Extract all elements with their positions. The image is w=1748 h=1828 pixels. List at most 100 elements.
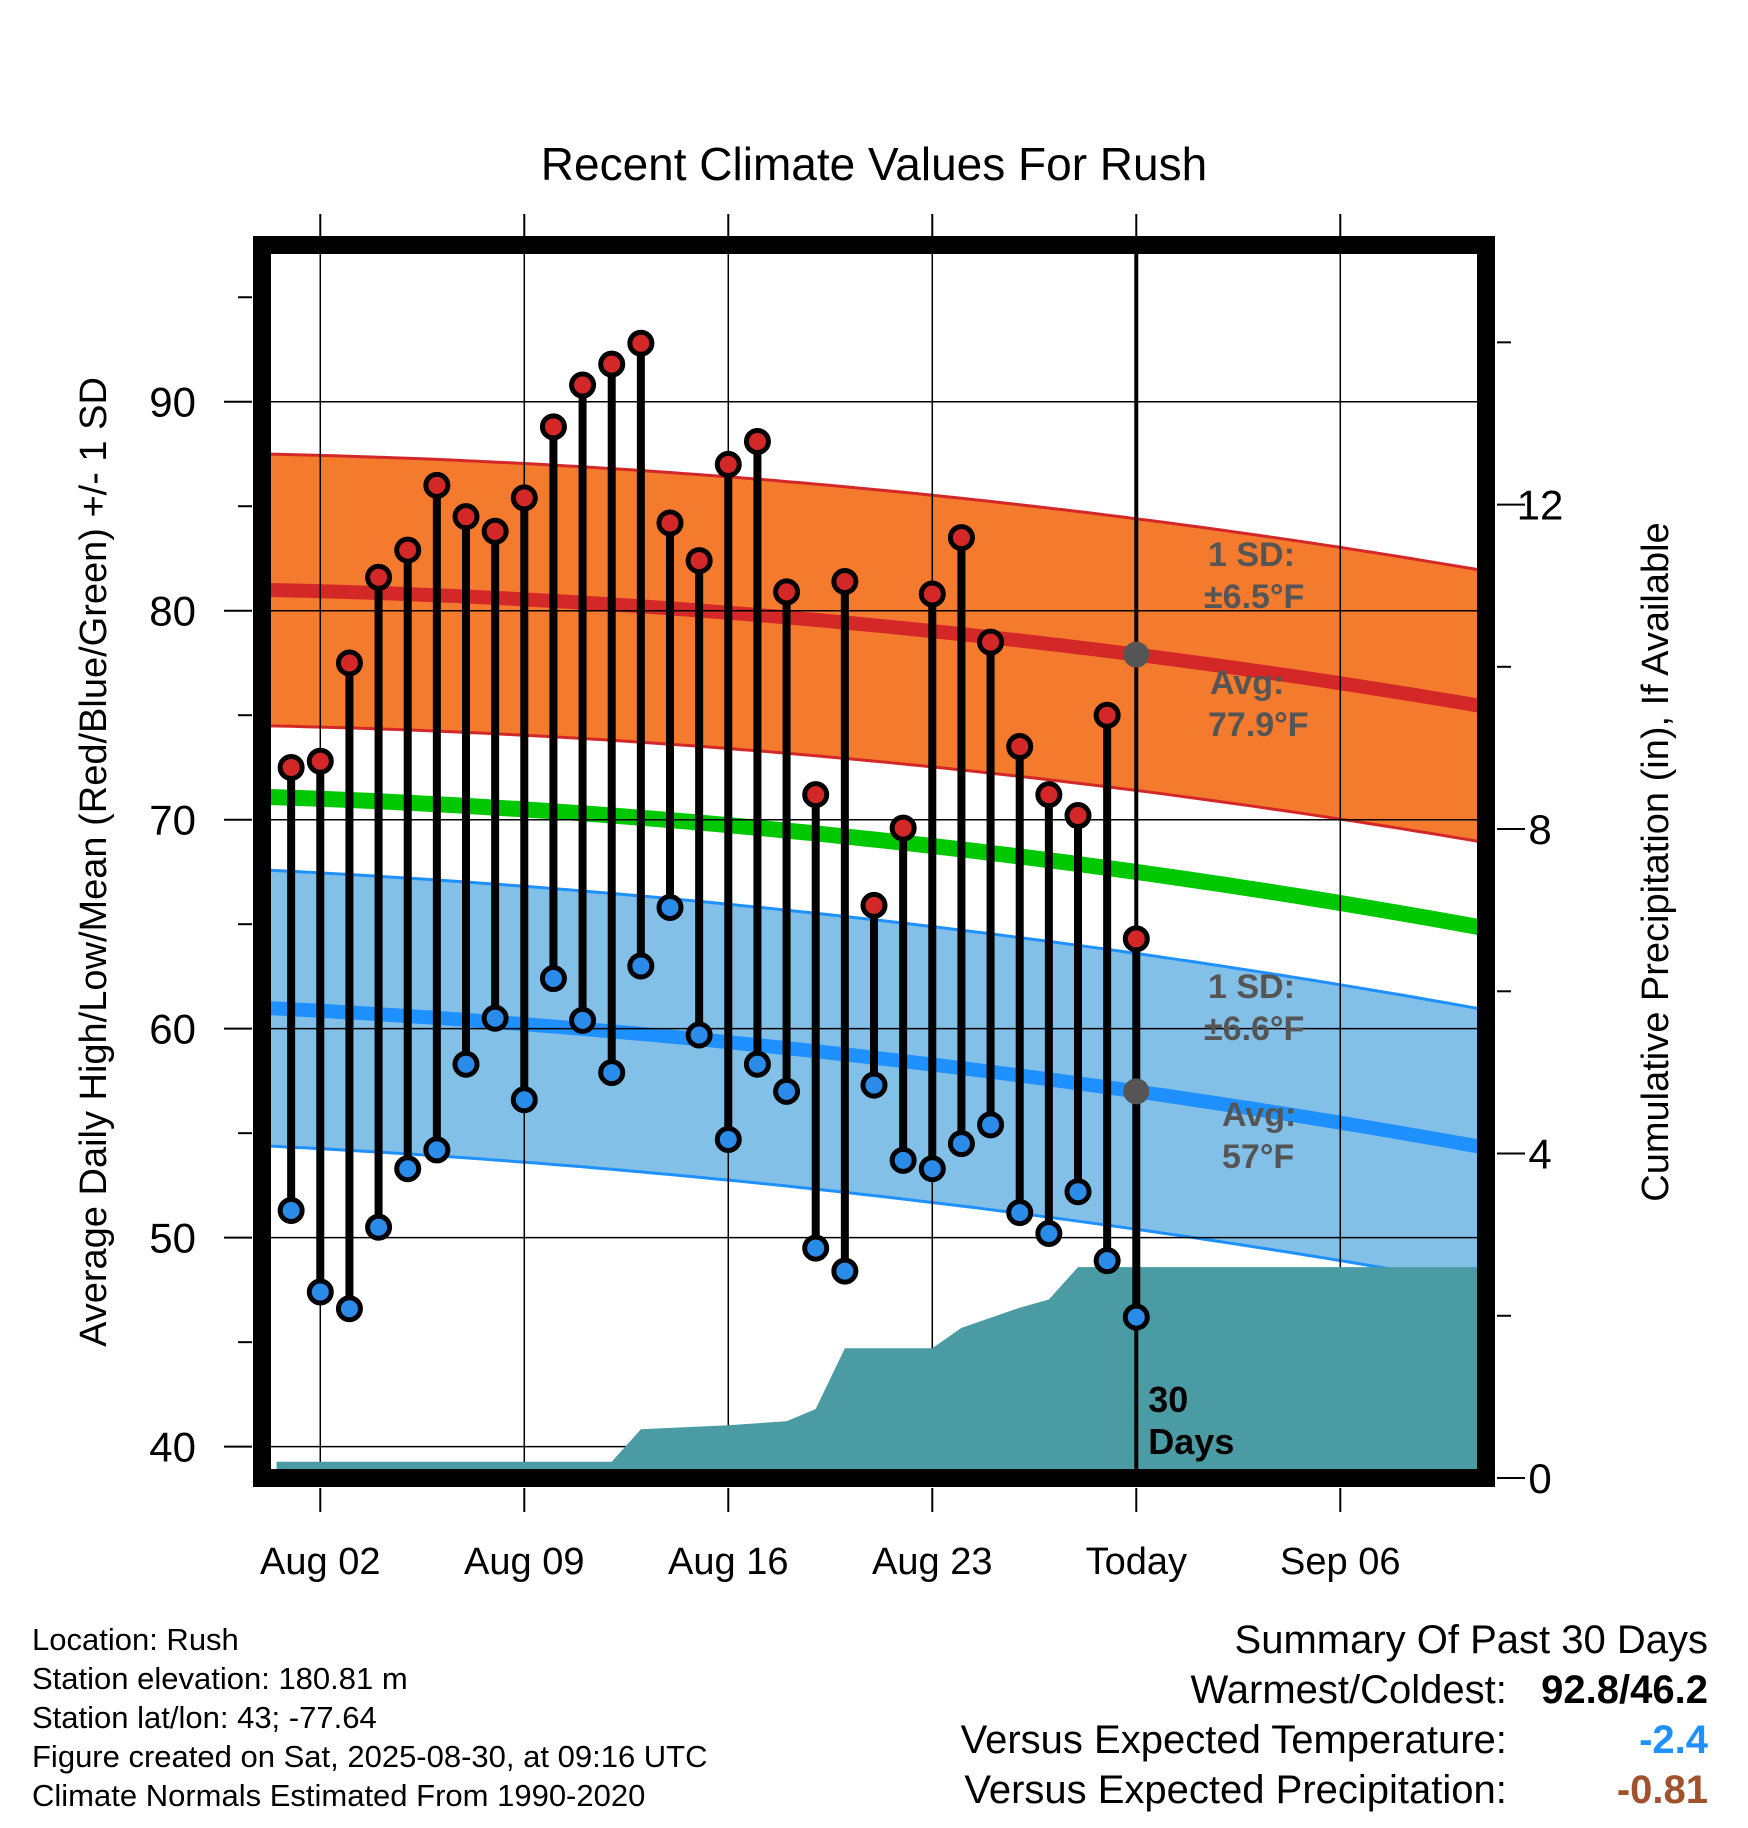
summary-temp-row: Versus Expected Temperature: -2.4 <box>961 1715 1708 1765</box>
low-band-lower-edge <box>261 1144 1487 1288</box>
left-tick-label: 60 <box>149 1006 196 1053</box>
normals-text: Climate Normals Estimated From 1990-2020 <box>32 1778 646 1813</box>
summary-title: Summary Of Past 30 Days <box>1234 1618 1708 1662</box>
band-annotations: 1 SD: ±6.5°F Avg: 77.9°F 1 SD: ±6.6°F Avg: 57°F <box>1123 536 1309 1176</box>
daily-low-point <box>714 1125 742 1153</box>
bottom-tick-label: Aug 16 <box>668 1541 788 1583</box>
daily-low-point <box>656 893 684 921</box>
daily-low-point <box>539 965 567 993</box>
bottom-tick-label: Aug 02 <box>260 1541 380 1583</box>
station-info: Location: Rush Station elevation: 180.81… <box>32 1620 708 1815</box>
right-tick-label: 0 <box>1528 1455 1551 1502</box>
left-tick-label: 70 <box>149 797 196 844</box>
chart-title: Recent Climate Values For Rush <box>541 138 1207 190</box>
daily-high-point <box>831 567 859 595</box>
daily-low-point <box>889 1146 917 1174</box>
elevation-text: Station elevation: 180.81 m <box>32 1661 408 1696</box>
daily-low-point <box>743 1050 771 1078</box>
right-tick-label: 12 <box>1517 482 1564 529</box>
daily-high-point <box>569 371 597 399</box>
daily-low-point <box>918 1155 946 1183</box>
warmest-label: Warmest/Coldest: <box>1190 1668 1507 1712</box>
high-avg-label: Avg: <box>1210 664 1284 702</box>
left-tick-label: 80 <box>149 588 196 635</box>
daily-high-point <box>423 471 451 499</box>
daily-high-point <box>714 450 742 478</box>
daily-high-point <box>510 484 538 512</box>
today-high-normal-marker <box>1123 641 1150 668</box>
bottom-tick-label: Aug 23 <box>872 1541 992 1583</box>
daily-low-point <box>802 1234 830 1262</box>
left-tick-label: 40 <box>149 1424 196 1471</box>
temp-label: Versus Expected Temperature: <box>960 1718 1507 1762</box>
summary-precip-row: Versus Expected Precipitation: -0.81 <box>961 1765 1708 1815</box>
daily-high-point <box>598 350 626 378</box>
precip-area <box>276 1267 1487 1478</box>
daily-high-point <box>539 413 567 441</box>
daily-high-point <box>743 427 771 455</box>
daily-high-point <box>1006 733 1034 761</box>
daily-low-point <box>306 1278 334 1306</box>
axes: 40 50 60 70 80 90 0 4 8 12 Aug 02 Aug 09 Aug 16 Aug 2… <box>73 214 1677 1583</box>
daily-high-point <box>335 649 363 677</box>
daily-high-point <box>802 781 830 809</box>
low-avg-label: Avg: <box>1222 1096 1296 1134</box>
daily-low-point <box>1122 1303 1150 1331</box>
daily-high-point <box>977 628 1005 656</box>
low-sd-value: ±6.6°F <box>1204 1010 1304 1048</box>
daily-high-point <box>685 547 713 575</box>
daily-low-point <box>598 1059 626 1087</box>
daily-stems <box>277 329 1150 1331</box>
daily-low-point <box>1006 1199 1034 1227</box>
daily-low-point <box>977 1111 1005 1139</box>
daily-high-point <box>452 503 480 531</box>
days-word-label: Days <box>1148 1421 1234 1462</box>
daily-low-point <box>1093 1247 1121 1275</box>
left-tick-label: 50 <box>149 1215 196 1262</box>
daily-low-point <box>569 1006 597 1034</box>
right-axis-label: Cumulative Precipitation (in), If Availa… <box>1635 522 1677 1201</box>
right-tick-label: 4 <box>1528 1131 1551 1178</box>
daily-high-point <box>1122 925 1150 953</box>
location-text: Location: Rush <box>32 1622 239 1657</box>
today-low-normal-marker <box>1123 1078 1150 1105</box>
daily-low-point <box>277 1197 305 1225</box>
daily-high-point <box>1093 701 1121 729</box>
precip-value: -0.81 <box>1616 1768 1708 1812</box>
warmest-value: 92.8/46.2 <box>1541 1668 1708 1712</box>
daily-high-point <box>627 329 655 357</box>
daily-low-point <box>335 1295 363 1323</box>
daily-low-point <box>510 1086 538 1114</box>
high-band-upper-edge <box>261 452 1487 573</box>
days-count-label: 30 <box>1148 1379 1188 1420</box>
daily-high-point <box>365 563 393 591</box>
daily-high-point <box>656 509 684 537</box>
right-tick-label: 8 <box>1528 806 1551 853</box>
plot-frame <box>253 236 1495 1487</box>
daily-low-point <box>627 952 655 980</box>
daily-high-point <box>889 814 917 842</box>
left-tick-label: 90 <box>149 379 196 426</box>
high-sd-value: ±6.5°F <box>1204 578 1304 616</box>
low-avg-value: 57°F <box>1222 1138 1294 1176</box>
daily-low-point <box>860 1071 888 1099</box>
daily-low-point <box>452 1050 480 1078</box>
daily-high-point <box>918 580 946 608</box>
bottom-tick-label: Aug 09 <box>464 1541 584 1583</box>
daily-high-point <box>394 536 422 564</box>
high-sd-label: 1 SD: <box>1208 536 1295 574</box>
temp-value: -2.4 <box>1639 1718 1708 1762</box>
daily-low-point <box>685 1021 713 1049</box>
bottom-tick-label: Sep 06 <box>1280 1541 1400 1583</box>
daily-high-point <box>306 747 334 775</box>
bottom-tick-label: Today <box>1086 1541 1187 1583</box>
daily-low-point <box>365 1213 393 1241</box>
daily-low-point <box>1035 1219 1063 1247</box>
daily-high-point <box>773 578 801 606</box>
daily-high-point <box>947 524 975 552</box>
daily-high-point <box>860 891 888 919</box>
low-sd-label: 1 SD: <box>1208 968 1295 1006</box>
latlon-text: Station lat/lon: 43; -77.64 <box>32 1700 377 1735</box>
daily-low-point <box>423 1136 451 1164</box>
